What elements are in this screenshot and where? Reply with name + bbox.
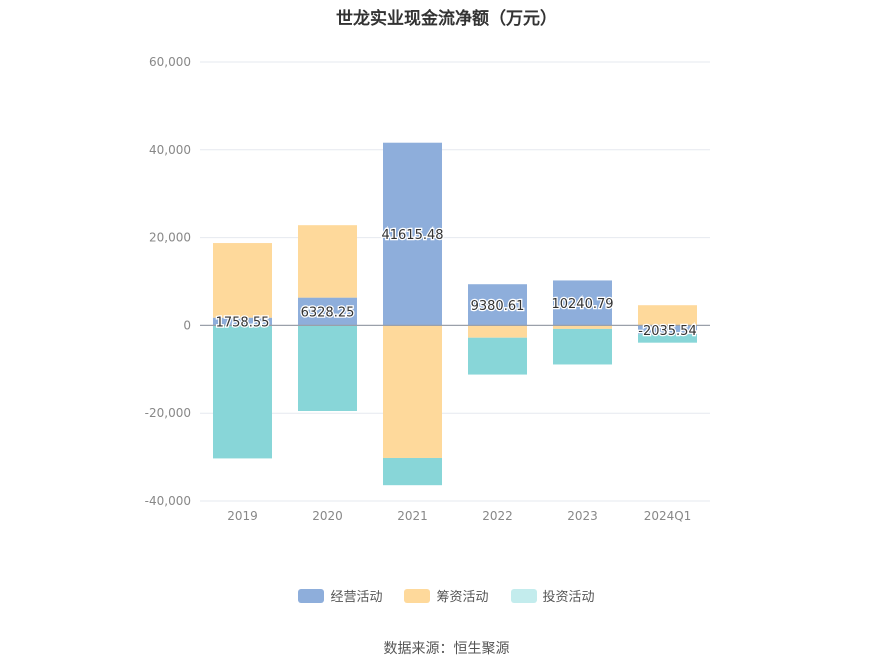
bar-investing[interactable]	[213, 325, 272, 459]
x-tick-label: 2024Q1	[644, 509, 692, 523]
y-axis: 60,000 40,000 20,000 0 -20,000 -40,000	[145, 55, 191, 508]
data-label: 6328.25	[301, 306, 355, 321]
data-label: 9380.61	[471, 299, 525, 314]
bar-financing[interactable]	[553, 325, 612, 329]
bar-operating[interactable]	[638, 325, 697, 335]
legend-item-investing[interactable]: 投资活动	[510, 586, 595, 605]
legend-item-operating[interactable]: 经营活动	[298, 586, 382, 605]
y-tick-label: 40,000	[149, 143, 191, 157]
legend-label-investing: 投资活动	[542, 590, 595, 605]
legend-item-financing[interactable]: 筹资活动	[404, 586, 489, 605]
y-tick-label: 60,000	[149, 55, 191, 69]
bar-operating[interactable]	[468, 284, 527, 326]
y-tick-label: 20,000	[149, 231, 191, 245]
bar-investing[interactable]	[383, 457, 442, 486]
y-tick-label: -40,000	[145, 494, 191, 508]
legend-label-operating: 经营活动	[330, 590, 383, 605]
y-tick-label: -20,000	[145, 406, 191, 420]
bar-operating[interactable]	[213, 317, 272, 326]
chart-title: 世龙实业现金流净额（万元）	[336, 9, 557, 29]
bar-financing[interactable]	[298, 225, 357, 298]
data-label: 1758.55	[216, 316, 270, 331]
legend-swatch-investing	[510, 588, 537, 603]
x-tick-label: 2020	[312, 509, 343, 523]
x-tick-label: 2023	[567, 509, 598, 523]
legend: 经营活动 筹资活动 投资活动	[0, 586, 893, 605]
bar-financing[interactable]	[638, 305, 697, 326]
bar-operating[interactable]	[298, 297, 357, 326]
bar-financing[interactable]	[213, 243, 272, 318]
bars	[213, 142, 697, 486]
bar-investing[interactable]	[298, 325, 357, 412]
data-labels: 1758.55 6328.25 41615.48 9380.61 10240.79 -20…	[214, 227, 698, 340]
y-tick-label: 0	[183, 318, 191, 332]
data-source: 数据来源：恒生聚源	[383, 641, 510, 657]
bar-investing[interactable]	[553, 328, 612, 365]
bar-financing[interactable]	[383, 325, 442, 458]
legend-label-financing: 筹资活动	[436, 590, 489, 605]
legend-swatch-operating	[298, 588, 325, 603]
bar-financing[interactable]	[468, 325, 527, 338]
x-axis: 2019 2020 2021 2022 2023 2024Q1	[227, 509, 691, 523]
bar-operating[interactable]	[553, 280, 612, 326]
grid-lines	[200, 61, 710, 502]
bar-investing[interactable]	[468, 337, 527, 375]
x-tick-label: 2021	[397, 509, 428, 523]
data-label: 10240.79	[551, 297, 613, 312]
data-label: -2035.54	[638, 324, 696, 339]
legend-swatch-financing	[404, 588, 431, 603]
bar-operating[interactable]	[383, 142, 442, 326]
x-tick-label: 2019	[227, 509, 258, 523]
data-label: 41615.48	[381, 228, 443, 243]
x-tick-label: 2022	[482, 509, 513, 523]
bar-investing[interactable]	[638, 334, 697, 343]
